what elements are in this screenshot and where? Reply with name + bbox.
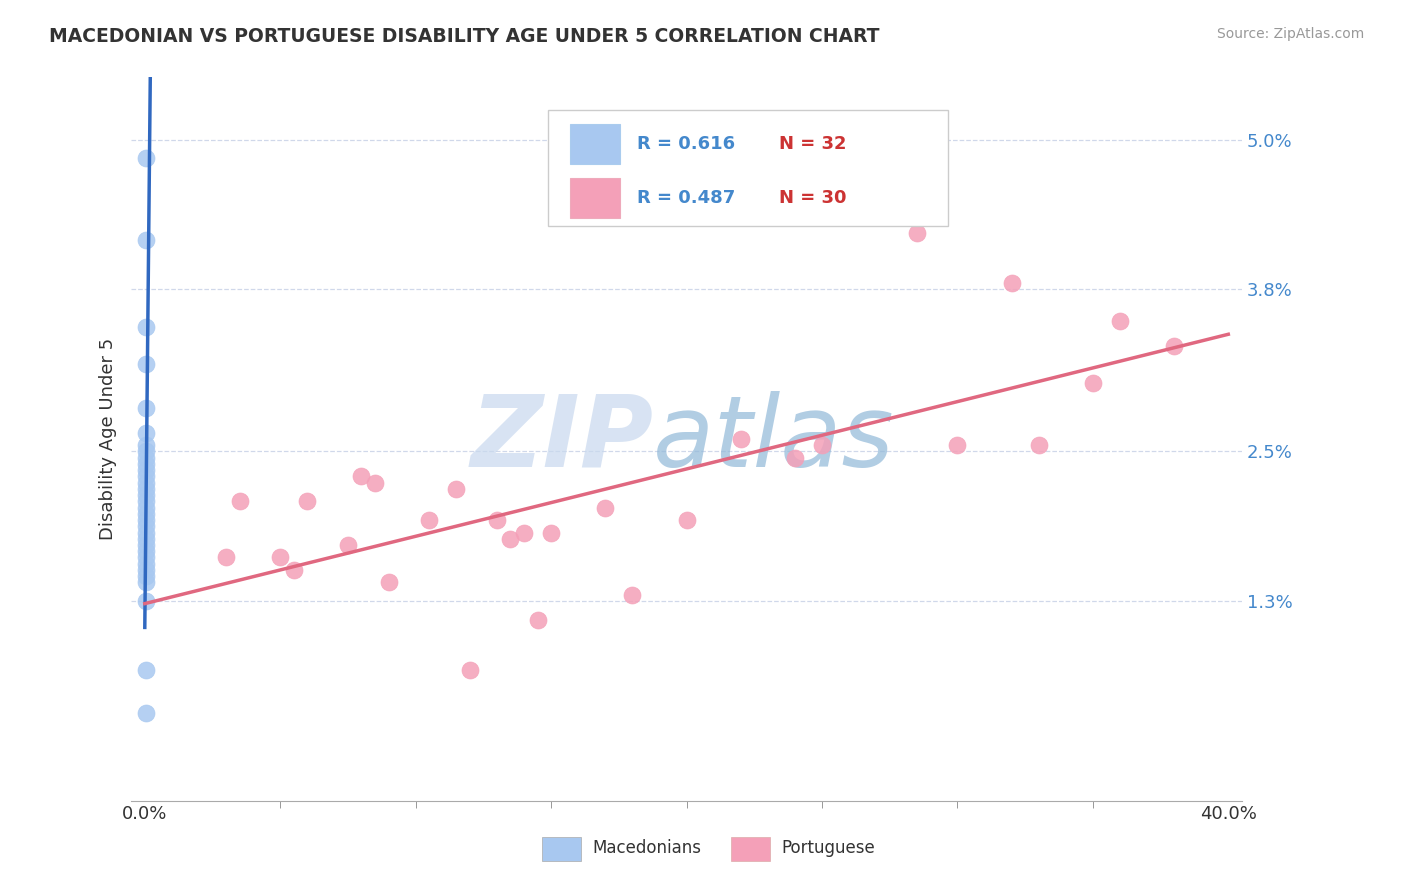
Text: atlas: atlas: [654, 391, 894, 488]
Point: [269, 550, 291, 565]
Point: [595, 500, 617, 515]
Point: [135, 152, 157, 166]
Point: [526, 613, 548, 627]
Point: [135, 457, 157, 471]
Point: [135, 444, 157, 458]
Bar: [731, 837, 770, 861]
Point: [364, 475, 387, 490]
Point: [1028, 438, 1050, 452]
Point: [135, 563, 157, 577]
Text: Source: ZipAtlas.com: Source: ZipAtlas.com: [1216, 27, 1364, 41]
Point: [135, 544, 157, 558]
Text: ZIP: ZIP: [470, 391, 654, 488]
Point: [135, 706, 157, 721]
Point: [135, 519, 157, 533]
Point: [336, 538, 359, 552]
Point: [1000, 276, 1022, 290]
Point: [946, 438, 969, 452]
Point: [905, 227, 928, 241]
Point: [135, 594, 157, 608]
Point: [135, 488, 157, 502]
Point: [513, 525, 536, 540]
Point: [350, 469, 373, 483]
Point: [1163, 338, 1185, 352]
Point: [135, 401, 157, 415]
Point: [135, 575, 157, 590]
Point: [135, 425, 157, 440]
Point: [228, 494, 250, 508]
Text: Portuguese: Portuguese: [780, 838, 875, 856]
Point: [540, 525, 562, 540]
Text: N = 30: N = 30: [779, 189, 846, 207]
Point: [135, 550, 157, 565]
Text: R = 0.487: R = 0.487: [637, 189, 735, 207]
Point: [135, 557, 157, 571]
Text: R = 0.616: R = 0.616: [637, 135, 735, 153]
Point: [135, 469, 157, 483]
Point: [446, 482, 468, 496]
Point: [377, 575, 399, 590]
Point: [135, 450, 157, 465]
FancyBboxPatch shape: [548, 110, 948, 226]
Point: [135, 494, 157, 508]
Point: [135, 663, 157, 677]
Point: [135, 357, 157, 371]
Point: [135, 507, 157, 521]
Point: [783, 450, 806, 465]
Point: [811, 438, 834, 452]
Point: [135, 513, 157, 527]
Text: N = 32: N = 32: [779, 135, 846, 153]
Point: [135, 319, 157, 334]
Point: [135, 500, 157, 515]
Text: Macedonians: Macedonians: [592, 838, 702, 856]
Point: [675, 513, 697, 527]
Point: [135, 463, 157, 477]
Y-axis label: Disability Age Under 5: Disability Age Under 5: [100, 338, 117, 541]
Point: [1081, 376, 1104, 390]
Point: [135, 233, 157, 247]
Point: [135, 538, 157, 552]
Point: [135, 532, 157, 546]
Bar: [543, 837, 581, 861]
Point: [499, 532, 522, 546]
Bar: [569, 124, 620, 164]
Text: MACEDONIAN VS PORTUGUESE DISABILITY AGE UNDER 5 CORRELATION CHART: MACEDONIAN VS PORTUGUESE DISABILITY AGE …: [49, 27, 880, 45]
Point: [283, 563, 305, 577]
Point: [458, 663, 481, 677]
Point: [297, 494, 319, 508]
Point: [485, 513, 508, 527]
Point: [418, 513, 440, 527]
Point: [135, 438, 157, 452]
Point: [730, 432, 752, 446]
Point: [135, 525, 157, 540]
Point: [1109, 313, 1132, 327]
Bar: [569, 178, 620, 219]
Point: [215, 550, 238, 565]
Point: [621, 588, 644, 602]
Point: [135, 569, 157, 583]
Point: [135, 482, 157, 496]
Point: [135, 475, 157, 490]
